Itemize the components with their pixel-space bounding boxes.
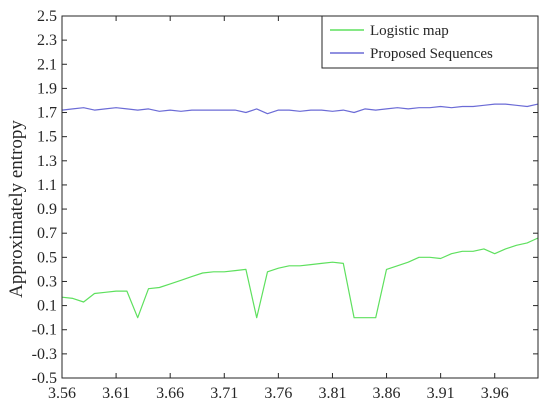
y-tick-label: 1.1 (37, 177, 57, 194)
y-tick-label: 0.7 (37, 225, 57, 242)
y-tick-label: 1.9 (37, 80, 57, 97)
plot-area-frame (61, 15, 539, 379)
legend-label: Proposed Sequences (370, 46, 493, 62)
y-tick-label: 0.3 (37, 273, 57, 290)
y-tick-label: 1.7 (37, 105, 57, 122)
y-tick-label: 2.5 (37, 8, 57, 25)
x-tick-label: 3.76 (264, 385, 292, 402)
x-tick-label: 3.81 (318, 385, 346, 402)
y-tick-label: 1.5 (37, 129, 57, 146)
x-tick-label: 3.96 (481, 385, 509, 402)
x-tick-label: 3.56 (48, 385, 76, 402)
x-tick-label: 3.91 (427, 385, 455, 402)
y-tick-label: -0.1 (32, 322, 57, 339)
legend: Logistic map Proposed Sequences (321, 15, 539, 69)
y-axis-ticks: -0.5 -0.3 -0.1 0.1 0.3 0.5 0.7 0.9 1.1 1.3 1.5 1.7 1… (32, 8, 538, 387)
series-layer (61, 103, 539, 319)
legend-label: Logistic map (370, 23, 449, 39)
y-tick-label: 0.1 (37, 298, 57, 315)
x-tick-label: 3.61 (102, 385, 130, 402)
y-tick-label: 1.3 (37, 153, 57, 170)
x-tick-label: 3.71 (210, 385, 238, 402)
legend-box (321, 15, 539, 69)
x-axis-ticks: 3.56 3.61 3.66 3.71 3.76 3.81 3.86 3.91 3.96 (48, 16, 509, 402)
series-line-proposed-sequences (61, 103, 539, 115)
y-tick-label: -0.5 (32, 370, 57, 387)
y-tick-label: 2.1 (37, 56, 57, 73)
x-tick-label: 3.86 (373, 385, 401, 402)
y-tick-label: 0.9 (37, 201, 57, 218)
y-tick-label: 2.3 (37, 32, 57, 49)
y-tick-label: -0.3 (32, 346, 57, 363)
x-tick-label: 3.66 (156, 385, 184, 402)
y-tick-label: 0.5 (37, 249, 57, 266)
series-line-logistic-map (61, 237, 539, 319)
y-axis-title: Approximately entropy (6, 120, 27, 298)
